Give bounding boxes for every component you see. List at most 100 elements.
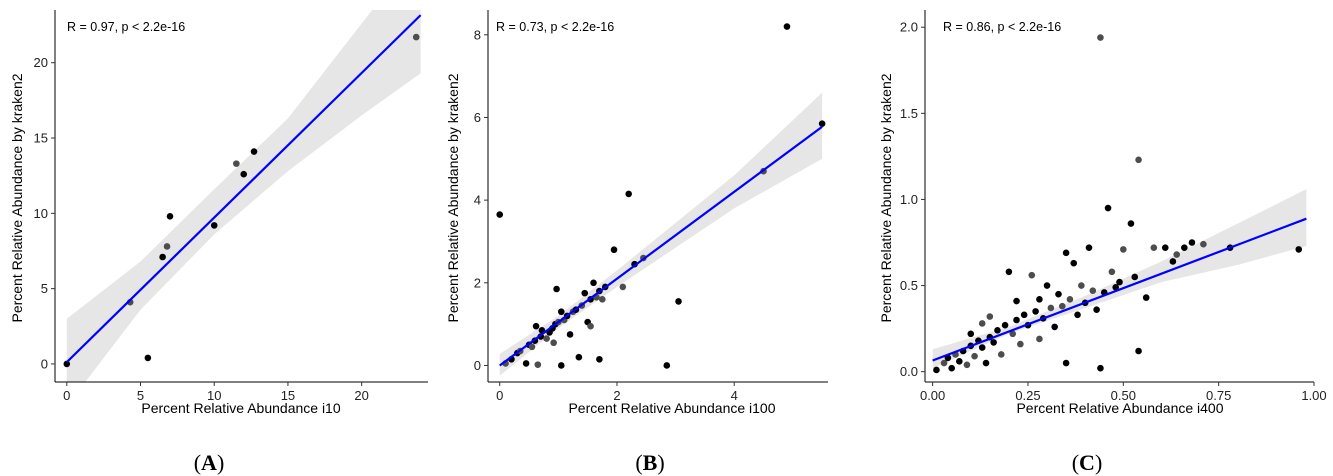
data-point — [1013, 316, 1020, 324]
x-tick-label: 2 — [613, 388, 620, 403]
data-point — [210, 222, 218, 229]
y-tick-label: 10 — [34, 206, 48, 221]
x-tick-label: 5 — [137, 388, 144, 403]
regression-line — [932, 217, 1307, 362]
data-point — [933, 366, 940, 374]
regression-line — [66, 14, 422, 363]
data-point — [166, 213, 174, 220]
y-tick-label: 0.5 — [900, 278, 918, 293]
data-point — [1097, 34, 1104, 41]
data-point — [971, 352, 978, 360]
y-tick-label: 1.0 — [900, 192, 918, 207]
data-point — [978, 344, 986, 351]
data-point — [1013, 297, 1020, 305]
data-point — [1108, 268, 1116, 276]
scatter-panel-c: Percent Relative Abundance by kraken2 Pe… — [878, 10, 1327, 475]
data-point — [550, 339, 557, 347]
data-point — [1001, 321, 1009, 329]
y-tick-label: 8 — [474, 27, 481, 42]
y-tick-label: 5 — [41, 281, 48, 296]
data-point — [997, 351, 1005, 358]
data-point — [566, 331, 574, 338]
data-point — [1047, 304, 1055, 312]
x-tick-label: 4 — [731, 388, 738, 403]
data-point — [1043, 282, 1051, 289]
data-point — [557, 308, 565, 316]
data-point — [1104, 204, 1112, 212]
data-point — [1009, 330, 1017, 338]
y-tick-label: 6 — [474, 110, 481, 125]
data-point — [163, 243, 171, 250]
data-point — [590, 279, 597, 287]
x-tick-label: 0 — [63, 388, 70, 403]
regression-line — [499, 125, 823, 367]
data-point — [625, 190, 632, 198]
data-point — [1085, 244, 1093, 251]
y-tick-label: 0 — [41, 356, 48, 371]
data-point — [619, 283, 627, 291]
plot-area — [932, 34, 1307, 374]
data-point — [534, 361, 542, 368]
data-point — [528, 343, 536, 351]
x-tick-label: 0.00 — [920, 388, 945, 403]
data-point — [1150, 244, 1158, 251]
data-point — [1135, 347, 1142, 355]
data-point — [948, 364, 955, 372]
data-point — [1074, 311, 1081, 319]
data-point — [233, 160, 240, 167]
y-tick-label: 0 — [474, 358, 481, 373]
data-point — [1062, 249, 1070, 257]
data-point — [1066, 296, 1074, 303]
data-point — [63, 360, 71, 368]
data-point — [1051, 323, 1058, 331]
data-point — [1028, 271, 1036, 279]
data-point — [956, 358, 963, 365]
data-point — [599, 296, 606, 303]
x-tick-label: 0 — [496, 388, 503, 403]
data-point — [1032, 308, 1039, 315]
data-point — [1116, 278, 1123, 286]
data-point — [994, 327, 1001, 334]
x-tick-label: 0.75 — [1206, 388, 1231, 403]
y-tick-label: 1.5 — [900, 106, 918, 121]
data-point — [610, 246, 618, 254]
data-point — [1020, 311, 1028, 319]
confidence-band — [932, 189, 1307, 369]
y-axis-label: Percent Relative Abundance by kraken2 — [9, 73, 25, 322]
data-point — [1131, 273, 1139, 281]
data-point — [412, 33, 420, 41]
data-point — [1200, 240, 1207, 248]
data-point — [978, 320, 986, 327]
scatter-panel-a: Percent Relative Abundance by kraken2 Pe… — [9, 10, 428, 475]
data-point — [1161, 244, 1169, 251]
data-point — [1070, 259, 1078, 267]
data-point — [250, 148, 258, 155]
panel-letter: B — [643, 450, 658, 475]
data-point — [557, 362, 565, 369]
data-point — [1097, 364, 1104, 372]
data-point — [986, 313, 994, 320]
plot-area — [496, 23, 826, 376]
data-point — [663, 362, 671, 369]
panel-letter: A — [201, 450, 217, 475]
scatter-panel-b: Percent Relative Abundance by kraken2 Pe… — [445, 10, 828, 475]
data-point — [1112, 283, 1119, 291]
y-tick-label: 4 — [474, 193, 481, 208]
confidence-band — [66, 10, 421, 382]
data-point — [240, 170, 248, 178]
y-tick-label: 2.0 — [900, 20, 918, 35]
panel-letter: C — [1079, 450, 1095, 475]
data-point — [1058, 302, 1066, 310]
y-tick-label: 20 — [34, 55, 48, 70]
y-tick-label: 15 — [34, 131, 48, 146]
data-point — [596, 355, 603, 363]
data-point — [1295, 246, 1303, 253]
data-point — [575, 353, 583, 361]
x-tick-label: 0.50 — [1111, 388, 1136, 403]
x-tick-label: 20 — [354, 388, 368, 403]
data-point — [1120, 246, 1127, 253]
data-point — [1181, 244, 1188, 251]
panel-label: (A) — [194, 450, 225, 475]
data-point — [1142, 294, 1150, 301]
